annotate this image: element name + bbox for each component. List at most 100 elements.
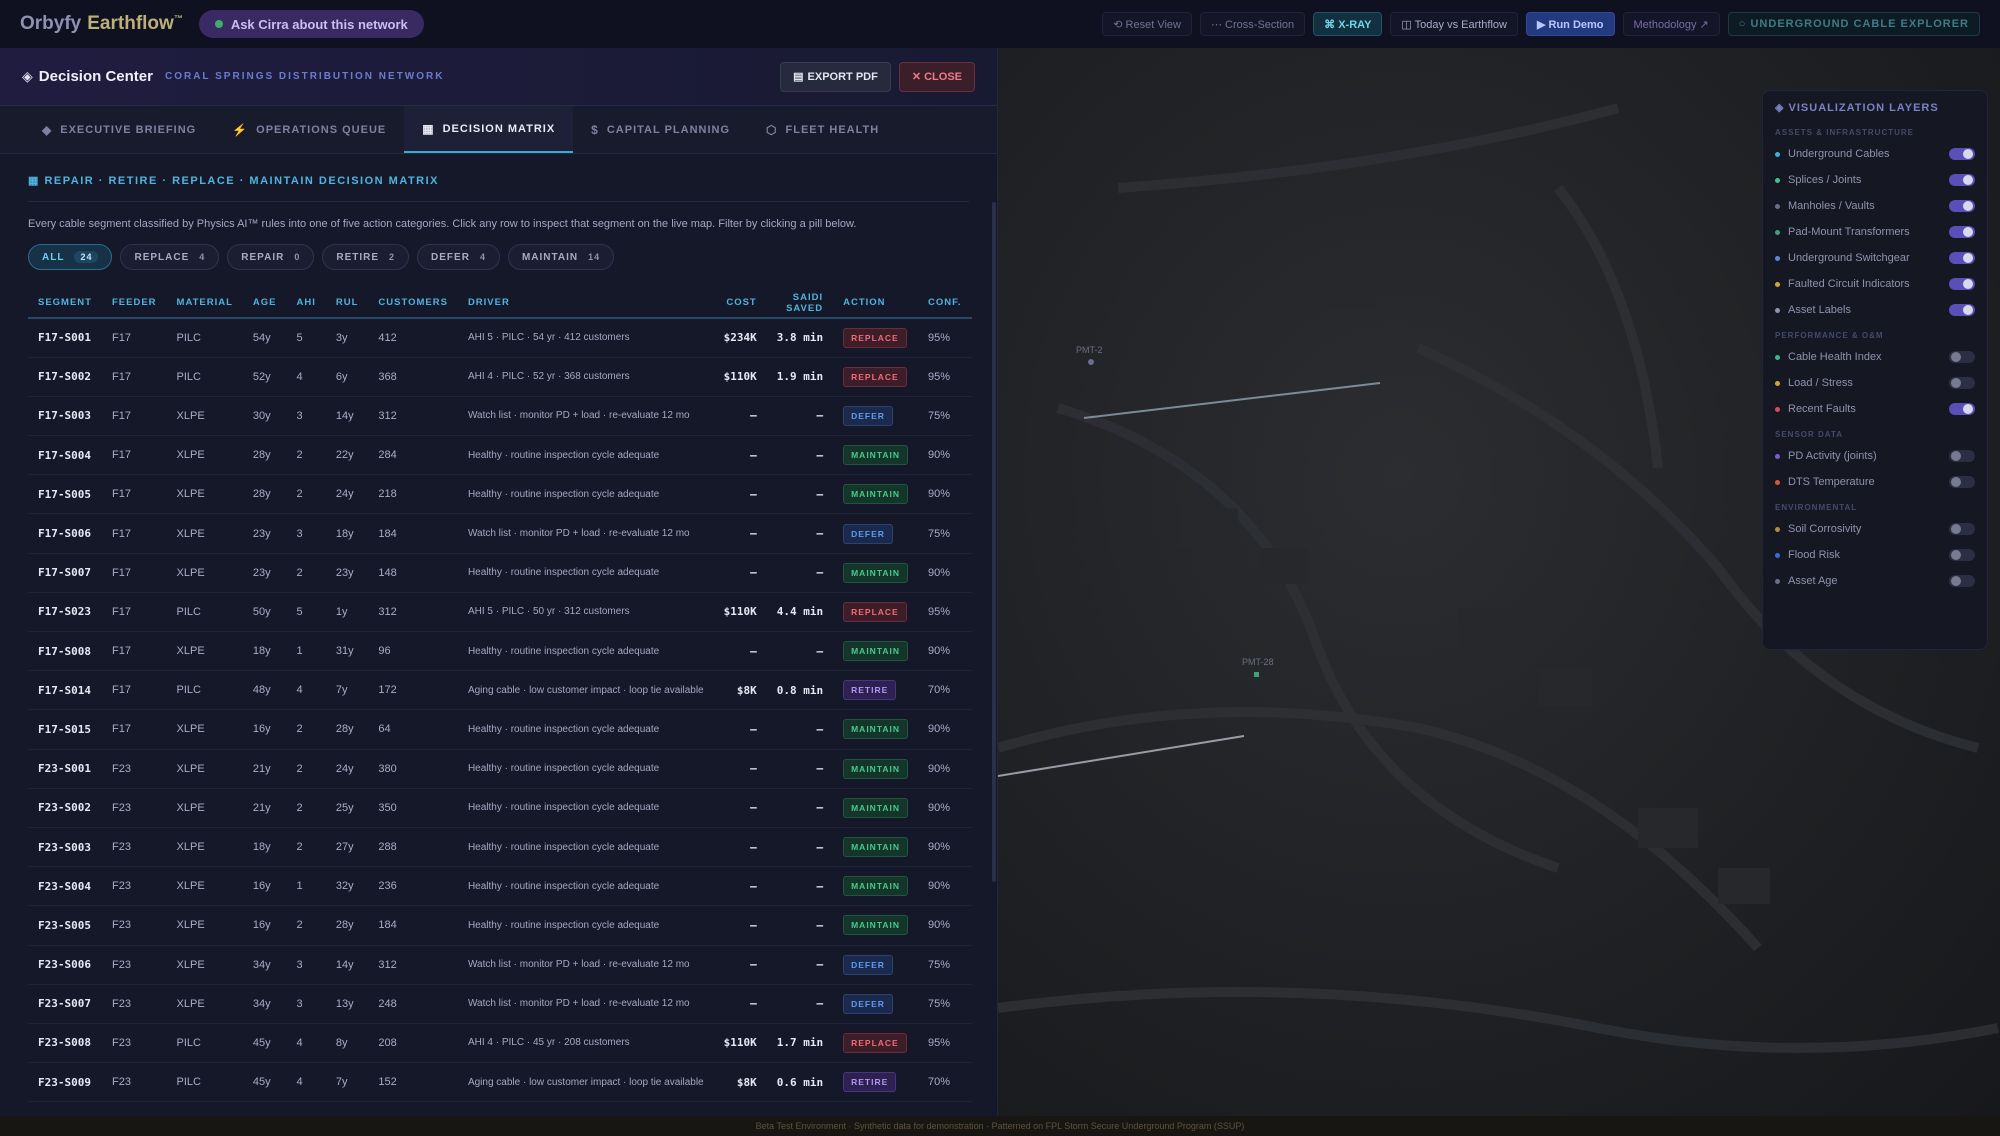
table-row[interactable]: F17-S023 F17 PILC 50y 5 1y 312 AHI 5 · PILC · 5…: [28, 592, 972, 633]
action-cell: RETIRE: [833, 670, 919, 711]
table-row[interactable]: F17-S007 F17 XLPE 23y 2 23y 148 Healthy · routi…: [28, 553, 972, 593]
column-header[interactable]: ACTION: [833, 288, 919, 319]
close-button[interactable]: ✕ CLOSE: [898, 61, 975, 92]
table-row[interactable]: F17-S001 F17 PILC 54y 5 3y 412 AHI 5 · PILC · 5…: [28, 318, 972, 358]
column-header[interactable]: RUL: [325, 288, 369, 319]
layer-toggle[interactable]: [1949, 278, 1975, 290]
layer-row[interactable]: Cable Health Index: [1775, 344, 1975, 370]
layer-toggle[interactable]: [1949, 575, 1975, 587]
layer-toggle[interactable]: [1949, 148, 1975, 160]
table-row[interactable]: F17-S006 F17 XLPE 23y 3 18y 184 Watch list · mo…: [28, 513, 972, 554]
layer-toggle[interactable]: [1949, 200, 1975, 212]
layer-toggle[interactable]: [1949, 174, 1975, 186]
layer-row[interactable]: Underground Cables: [1775, 141, 1975, 167]
tab-capital-planning[interactable]: $ CAPITAL PLANNING: [573, 106, 748, 153]
layer-row[interactable]: Faulted Circuit Indicators: [1775, 271, 1975, 297]
layer-row[interactable]: Recent Faults: [1775, 396, 1975, 422]
column-header[interactable]: CONF.: [918, 288, 972, 319]
xray-button[interactable]: ⌘ X-RAY: [1313, 12, 1383, 36]
layer-row[interactable]: Load / Stress: [1775, 370, 1975, 396]
layer-toggle[interactable]: [1949, 252, 1975, 264]
column-header[interactable]: DRIVER: [457, 288, 714, 319]
table-row[interactable]: F17-S015 F17 XLPE 16y 2 28y 64 Healthy · routin…: [28, 709, 972, 750]
layer-toggle[interactable]: [1949, 377, 1975, 389]
column-header[interactable]: COST: [713, 288, 767, 319]
table-row[interactable]: F17-S008 F17 XLPE 18y 1 31y 96 Healthy · routin…: [28, 631, 972, 672]
layer-toggle[interactable]: [1949, 523, 1975, 535]
filter-pill-all[interactable]: ALL 24: [28, 244, 113, 270]
ask-cirra-button[interactable]: Ask Cirra about this network: [198, 10, 424, 38]
layer-row[interactable]: Soil Corrosivity: [1775, 516, 1975, 542]
run-demo-button[interactable]: ▶ Run Demo: [1526, 12, 1615, 36]
layer-toggle[interactable]: [1949, 549, 1975, 561]
transformer-marker[interactable]: [1088, 359, 1094, 365]
layer-row[interactable]: Asset Labels: [1775, 297, 1975, 323]
material-cell: XLPE: [166, 905, 243, 946]
layer-row[interactable]: DTS Temperature: [1775, 469, 1975, 495]
layer-row[interactable]: PD Activity (joints): [1775, 443, 1975, 469]
table-row[interactable]: F17-S004 F17 XLPE 28y 2 22y 284 Healthy · routi…: [28, 435, 972, 476]
methodology-link[interactable]: Methodology ↗: [1622, 12, 1720, 36]
table-row[interactable]: F17-S005 F17 XLPE 28y 2 24y 218 Healthy · routi…: [28, 474, 972, 515]
table-row[interactable]: F23-S009 F23 PILC 45y 4 7y 152 Aging cable · lo…: [28, 1062, 972, 1103]
layer-toggle[interactable]: [1949, 351, 1975, 363]
table-header-row: SEGMENT FEEDER MATERIAL AGE AHI RUL CUST…: [28, 288, 972, 319]
transformer-marker[interactable]: [1254, 672, 1259, 677]
age-cell: 30y: [242, 396, 287, 437]
column-header[interactable]: AHI: [286, 288, 326, 319]
saidi-saved-cell: —: [766, 866, 834, 907]
column-header[interactable]: SEGMENT: [28, 288, 102, 319]
column-header[interactable]: SAIDI SAVED: [766, 288, 834, 319]
cross-section-button[interactable]: ⋯ Cross-Section: [1200, 12, 1306, 36]
tab-executive-briefing[interactable]: ◆ EXECUTIVE BRIEFING: [24, 106, 214, 153]
table-row[interactable]: F23-S007 F23 XLPE 34y 3 13y 248 Watch list · mo…: [28, 984, 972, 1024]
column-header[interactable]: AGE: [242, 288, 287, 319]
table-row[interactable]: F17-S014 F17 PILC 48y 4 7y 172 Aging cable · lo…: [28, 670, 972, 711]
table-row[interactable]: F23-S006 F23 XLPE 34y 3 14y 312 Watch list · mo…: [28, 945, 972, 985]
layer-toggle[interactable]: [1949, 304, 1975, 316]
cable-segment[interactable]: [998, 735, 1245, 777]
tab-decision-matrix[interactable]: ▦ DECISION MATRIX: [404, 106, 574, 153]
reset-view-button[interactable]: ⟲ Reset View: [1102, 12, 1192, 36]
filter-pill-maintain[interactable]: MAINTAIN 14: [507, 244, 615, 270]
filter-pill-repair[interactable]: REPAIR 0: [227, 244, 315, 270]
underground-cable-explorer-button[interactable]: ○ UNDERGROUND CABLE EXPLORER: [1727, 12, 1980, 36]
action-badge: MAINTAIN: [843, 797, 909, 818]
layer-toggle[interactable]: [1949, 226, 1975, 238]
table-row[interactable]: F17-S002 F17 PILC 52y 4 6y 368 AHI 4 · PILC · 5…: [28, 357, 972, 397]
layer-row[interactable]: Splices / Joints: [1775, 167, 1975, 193]
app-logo[interactable]: Orbyfy Earthflow™: [20, 13, 183, 35]
table-row[interactable]: F23-S004 F23 XLPE 16y 1 32y 236 Healthy · routi…: [28, 866, 972, 907]
tab-fleet-health[interactable]: ⬡ FLEET HEALTH: [748, 106, 897, 153]
export-pdf-button[interactable]: ▤ EXPORT PDF: [780, 61, 891, 92]
cost-cell: $8K: [713, 670, 767, 711]
segment-cell: F17-S004: [28, 435, 102, 476]
cable-segment[interactable]: [1083, 382, 1381, 419]
filter-pill-defer[interactable]: DEFER 4: [417, 244, 500, 270]
layer-row[interactable]: Pad-Mount Transformers: [1775, 219, 1975, 245]
table-row[interactable]: F23-S003 F23 XLPE 18y 2 27y 288 Healthy · routi…: [28, 827, 972, 868]
layer-toggle[interactable]: [1949, 403, 1975, 415]
column-header[interactable]: CUSTOMERS: [368, 288, 458, 319]
today-vs-earthflow-button[interactable]: ◫ Today vs Earthflow: [1390, 12, 1518, 36]
filter-pill-retire[interactable]: RETIRE 2: [322, 244, 410, 270]
table-row[interactable]: F23-S008 F23 PILC 45y 4 8y 208 AHI 4 · PILC · 4…: [28, 1023, 972, 1064]
filter-pill-replace[interactable]: REPLACE 4: [120, 244, 220, 270]
layer-row[interactable]: Manholes / Vaults: [1775, 193, 1975, 219]
layer-toggle[interactable]: [1949, 450, 1975, 462]
pill-label: MAINTAIN: [521, 251, 579, 263]
driver-cell: Healthy · routine inspection cycle adequ…: [457, 435, 714, 476]
customers-cell: 312: [368, 592, 458, 633]
panel-scrollbar[interactable]: [992, 202, 996, 882]
layer-row[interactable]: Underground Switchgear: [1775, 245, 1975, 271]
layer-row[interactable]: Asset Age: [1775, 568, 1975, 594]
column-header[interactable]: FEEDER: [101, 288, 167, 319]
layer-row[interactable]: Flood Risk: [1775, 542, 1975, 568]
column-header[interactable]: MATERIAL: [166, 288, 243, 319]
table-row[interactable]: F23-S001 F23 XLPE 21y 2 24y 380 Healthy · routi…: [28, 749, 972, 789]
tab-operations-queue[interactable]: ⚡ OPERATIONS QUEUE: [214, 106, 404, 153]
layer-toggle[interactable]: [1949, 476, 1975, 488]
table-row[interactable]: F23-S005 F23 XLPE 16y 2 28y 184 Healthy · routi…: [28, 905, 972, 946]
table-row[interactable]: F17-S003 F17 XLPE 30y 3 14y 312 Watch list · mo…: [28, 396, 972, 437]
table-row[interactable]: F23-S002 F23 XLPE 21y 2 25y 350 Healthy · routi…: [28, 788, 972, 828]
